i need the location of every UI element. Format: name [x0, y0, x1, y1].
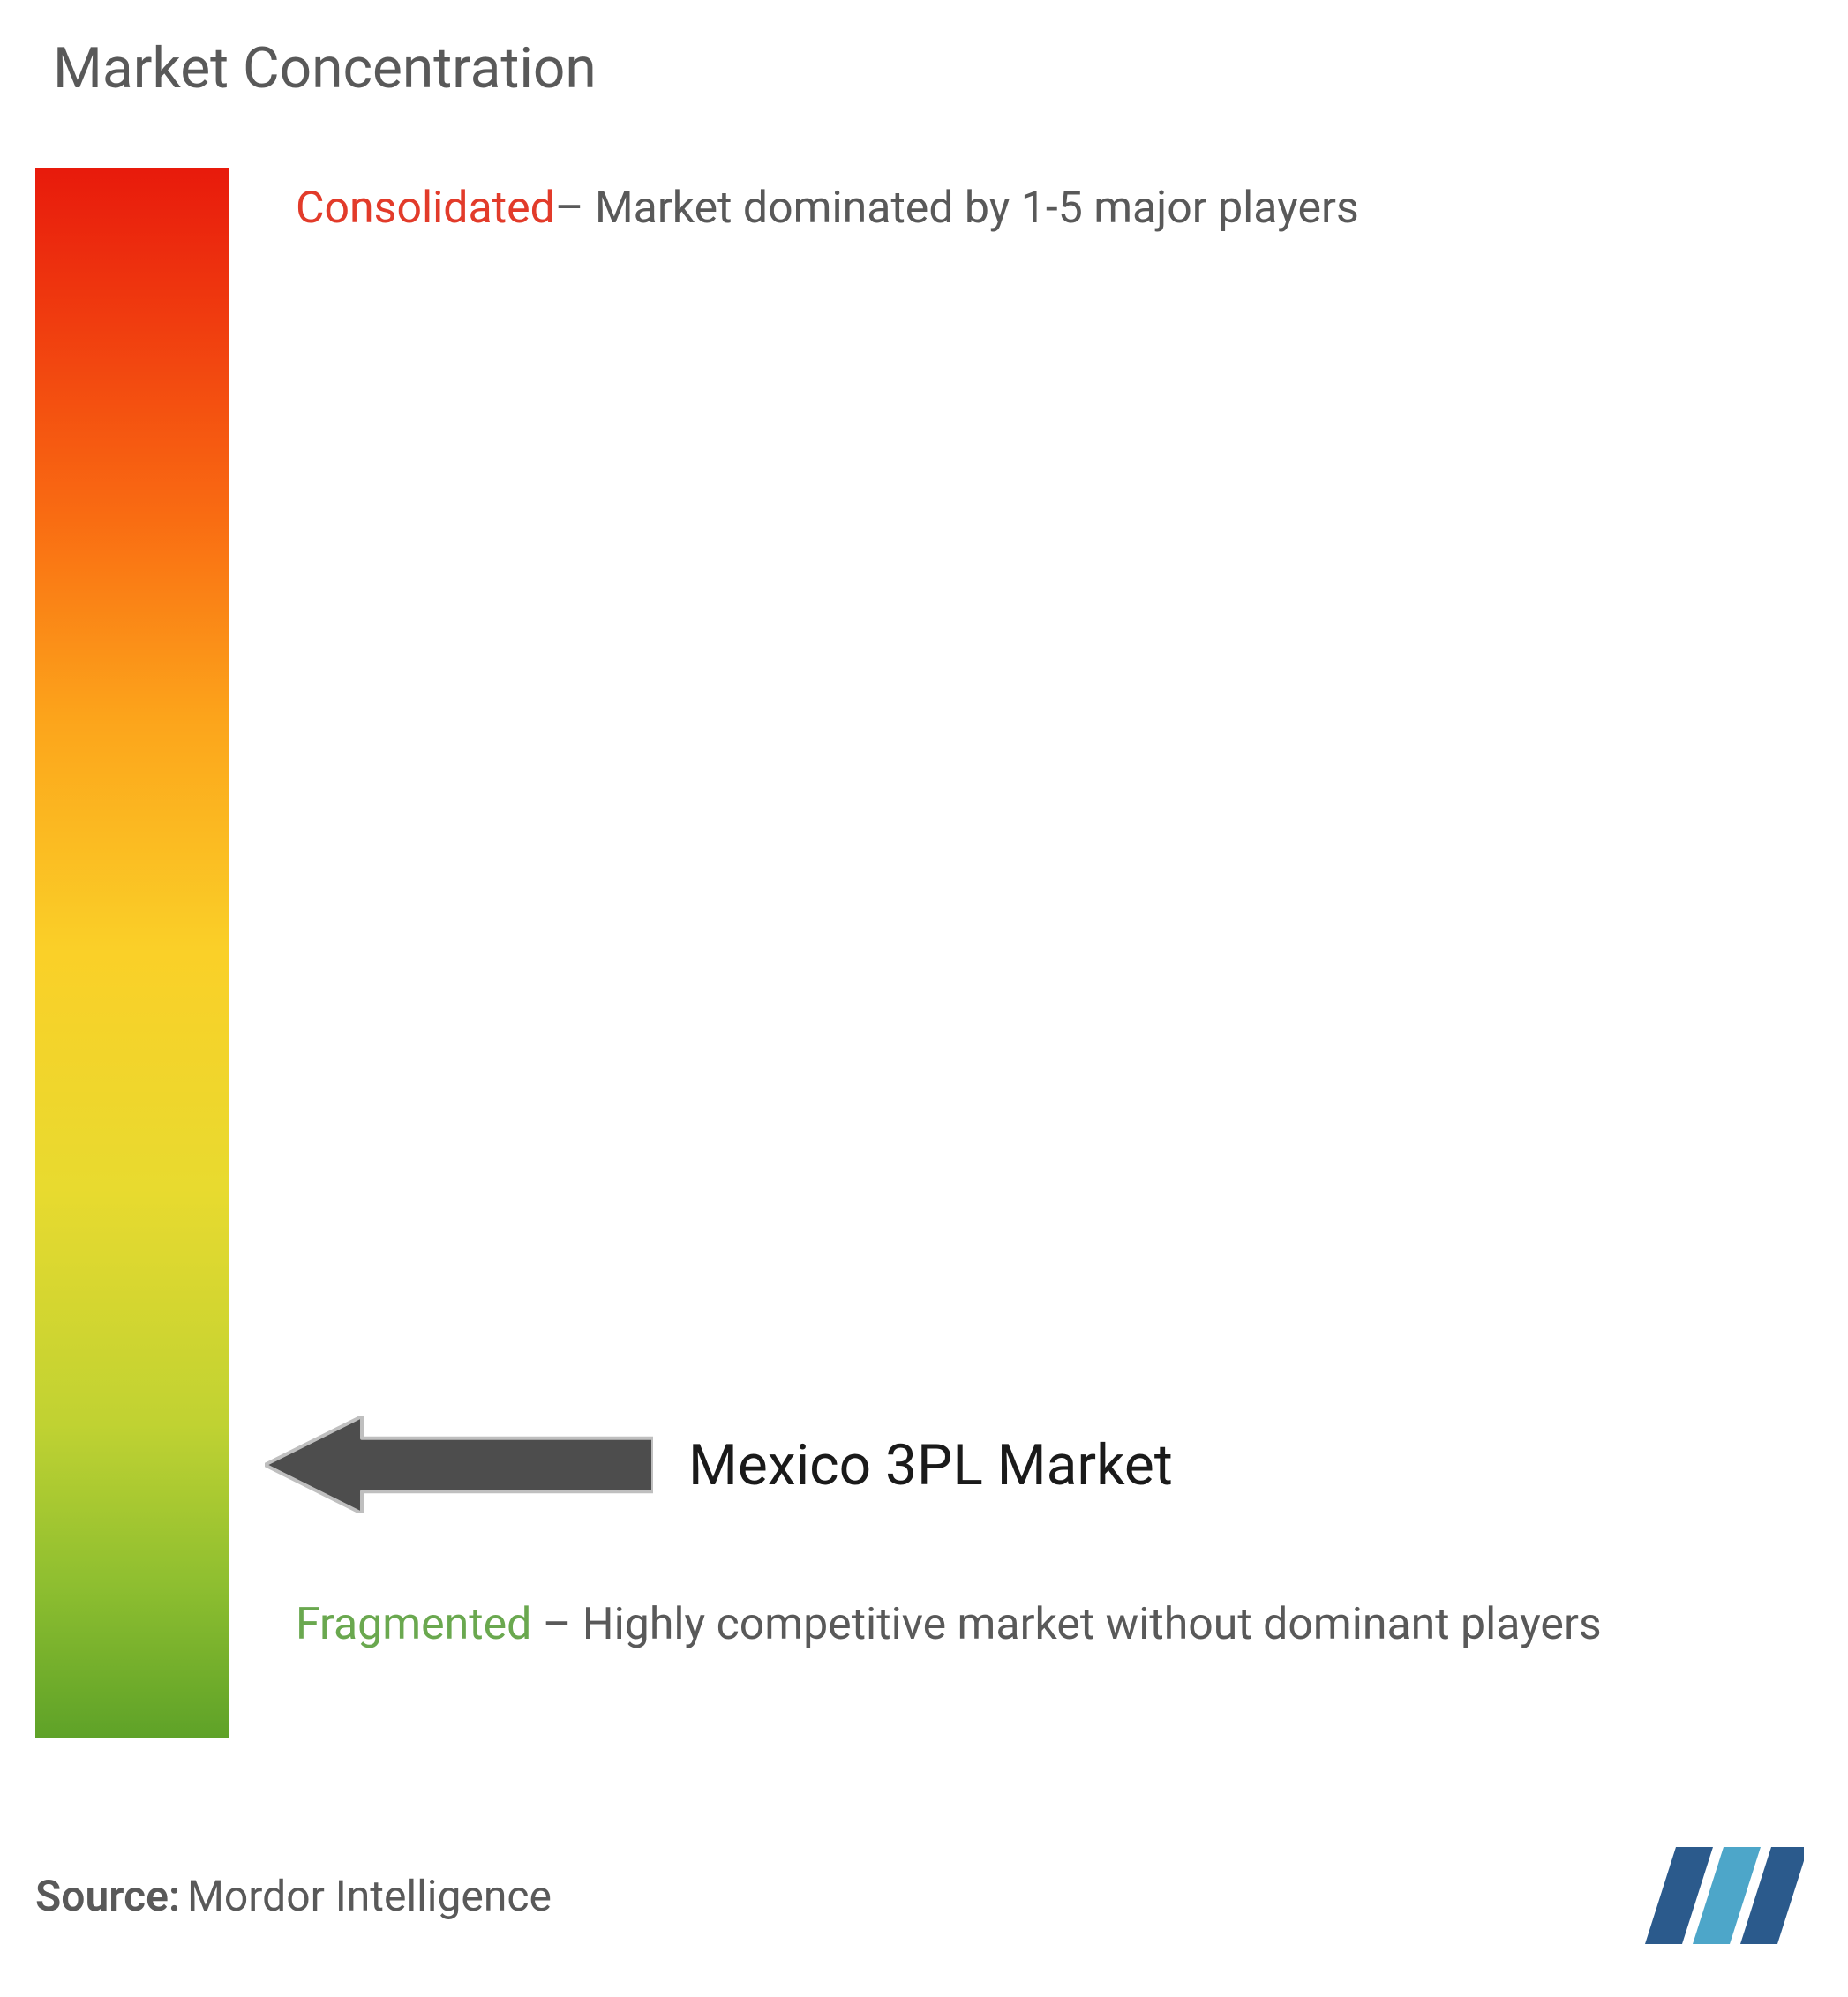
- source-label: Source:: [35, 1871, 180, 1921]
- marker-label: Mexico 3PL Market: [688, 1432, 1173, 1498]
- consolidated-label-row: Consolidated– Market dominated by 1-5 ma…: [296, 176, 1777, 241]
- source: Source:Mordor Intelligence: [35, 1871, 552, 1921]
- consolidated-key: Consolidated: [296, 183, 555, 234]
- arrow-left-icon: [265, 1416, 653, 1513]
- fragmented-label-row: Fragmented – Highly competitive market w…: [296, 1593, 1777, 1657]
- page-title: Market Concentration: [53, 35, 597, 101]
- concentration-gradient-bar: [35, 168, 229, 1738]
- footer: Source:Mordor Intelligence: [35, 1847, 1804, 1944]
- consolidated-desc: – Market dominated by 1-5 major players: [555, 183, 1359, 234]
- fragmented-key: Fragmented: [296, 1599, 531, 1650]
- fragmented-desc: – Highly competitive market without domi…: [531, 1599, 1601, 1650]
- market-position-marker: Mexico 3PL Market: [265, 1416, 1173, 1513]
- source-value: Mordor Intelligence: [187, 1871, 552, 1921]
- mordor-logo-icon: [1645, 1847, 1804, 1944]
